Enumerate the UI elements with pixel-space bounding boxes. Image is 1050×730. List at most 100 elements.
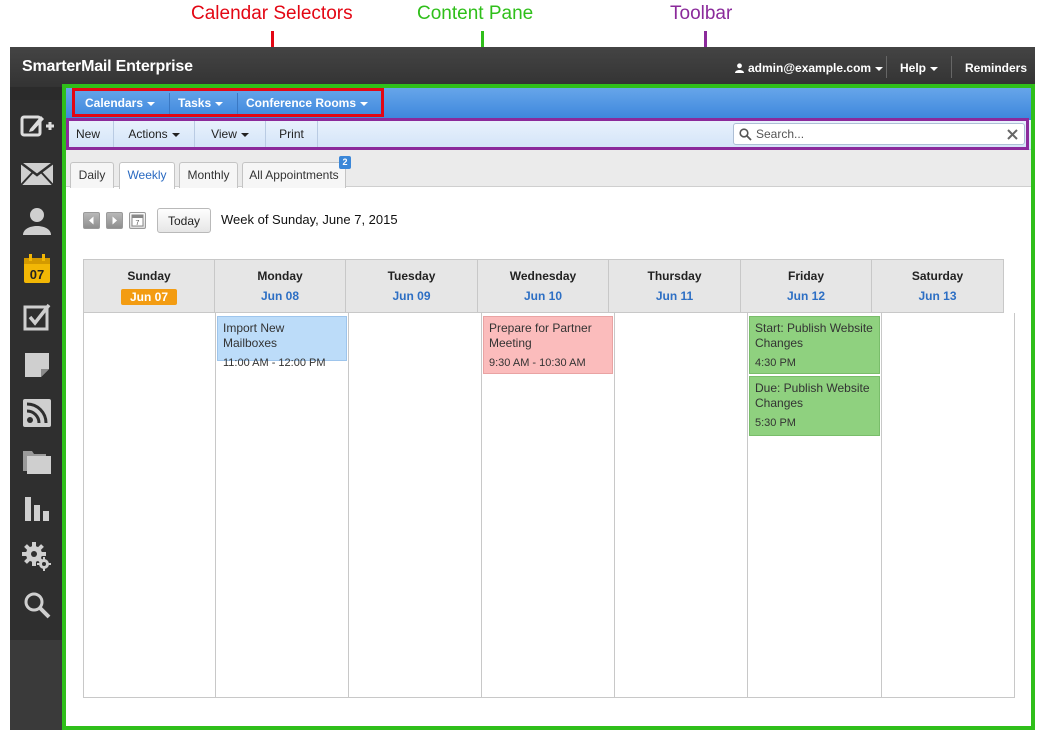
mini-calendar-day: 7 [136,220,140,227]
chevron-down-icon [215,101,224,106]
contacts-icon[interactable] [20,204,54,238]
calendars-selector[interactable]: Calendars [85,96,156,110]
day-name: Wednesday [509,269,577,283]
appointment-start-publish-website-changes[interactable]: Start: Publish Website Changes 4:30 PM [749,316,880,374]
appointment-time: 5:30 PM [755,417,796,429]
search-box[interactable] [733,123,1025,145]
day-date: Jun 09 [392,289,431,303]
reports-icon[interactable] [20,492,54,526]
help-menu-label: Help [900,61,927,75]
mini-calendar-button[interactable]: 7 [129,212,146,229]
tab-all-appointments[interactable]: All Appointments [242,162,346,188]
appointment-due-publish-website-changes[interactable]: Due: Publish Website Changes 5:30 PM [749,376,880,436]
print-button[interactable]: Print [266,120,318,149]
top-bar: SmarterMail Enterprise admin@example.com… [10,47,1035,87]
search-icon [739,128,752,141]
tab-weekly[interactable]: Weekly [119,162,175,189]
week-grid: Import New Mailboxes 11:00 AM - 12:00 PM… [83,313,1015,698]
day-date: Jun 08 [260,289,299,303]
day-date: Jun 11 [655,289,694,303]
close-icon[interactable] [1007,129,1018,140]
rail-footer [10,640,63,730]
help-menu[interactable]: Help [900,61,939,75]
chevron-left-icon [89,216,94,225]
search-input[interactable] [756,126,996,142]
calendar-selectors-annotation: Calendar Selectors [191,3,353,24]
day-date-today: Jun 07 [120,289,177,305]
new-button[interactable]: New [63,120,114,149]
day-header-wednesday[interactable]: Wednesday Jun 10 [478,260,609,312]
view-menu-label: View [211,127,237,141]
day-column-tuesday[interactable] [349,313,482,697]
mail-icon[interactable] [20,157,54,191]
divider [237,93,238,115]
divider [886,56,887,78]
user-menu[interactable]: admin@example.com [735,61,884,75]
chevron-down-icon [930,66,939,71]
day-name: Monday [257,269,303,283]
view-menu[interactable]: View [195,120,266,149]
week-header: Sunday Jun 07 Monday Jun 08 Tuesday Jun … [83,259,1004,313]
user-icon [735,63,744,73]
tab-monthly[interactable]: Monthly [179,162,238,188]
reminders-link[interactable]: Reminders [965,61,1028,75]
day-column-sunday[interactable] [84,313,216,697]
next-week-button[interactable] [106,212,123,229]
content-pane-annotation: Content Pane [417,3,534,24]
day-column-thursday[interactable] [615,313,748,697]
toolbar-annotation: Toolbar [670,3,733,24]
day-date: Jun 13 [918,289,957,303]
day-name: Sunday [127,269,171,283]
actions-menu[interactable]: Actions [114,120,195,149]
day-column-monday[interactable]: Import New Mailboxes 11:00 AM - 12:00 PM [216,313,349,697]
day-header-monday[interactable]: Monday Jun 08 [215,260,346,312]
app-title: SmarterMail Enterprise [22,58,193,75]
tasks-selector[interactable]: Tasks [178,96,224,110]
actions-menu-label: Actions [128,127,168,141]
chevron-down-icon [147,101,156,106]
chevron-right-icon [112,216,117,225]
appointment-title: Due: Publish Website Changes [755,381,870,410]
view-tabs: Daily Weekly Monthly All Appointments 2 [63,150,1035,189]
appointment-import-new-mailboxes[interactable]: Import New Mailboxes 11:00 AM - 12:00 PM [217,316,347,369]
day-header-thursday[interactable]: Thursday Jun 11 [609,260,741,312]
chevron-down-icon [240,132,249,137]
compose-icon[interactable] [20,109,54,143]
files-icon[interactable] [20,444,54,478]
day-name: Saturday [911,269,964,283]
day-header-sunday[interactable]: Sunday Jun 07 [84,260,215,312]
day-column-friday[interactable]: Start: Publish Website Changes 4:30 PM D… [748,313,882,697]
day-name: Tuesday [387,269,436,283]
chevron-down-icon [171,132,180,137]
day-date: Jun 10 [523,289,562,303]
settings-icon[interactable] [20,540,54,574]
day-header-saturday[interactable]: Saturday Jun 13 [872,260,1003,312]
appointment-time: 4:30 PM [755,357,796,369]
day-header-tuesday[interactable]: Tuesday Jun 09 [346,260,478,312]
week-label: Week of Sunday, June 7, 2015 [221,212,398,227]
calendar-icon: 7 [131,214,144,227]
today-button[interactable]: Today [157,208,211,233]
user-menu-label: admin@example.com [748,61,872,75]
tab-daily[interactable]: Daily [70,162,114,188]
calendar-icon[interactable]: 07 [20,252,54,286]
conference-rooms-selector[interactable]: Conference Rooms [246,96,369,110]
rss-icon[interactable] [20,396,54,430]
search-icon[interactable] [20,588,54,622]
divider [951,56,952,78]
previous-week-button[interactable] [83,212,100,229]
tasks-icon[interactable] [20,300,54,334]
content-pane: Calendars Tasks Conference Rooms New Act… [63,87,1035,730]
day-column-saturday[interactable] [882,313,1015,697]
appointment-prepare-for-partner-meeting[interactable]: Prepare for Partner Meeting 9:30 AM - 10… [483,316,613,374]
divider [169,93,170,115]
day-header-friday[interactable]: Friday Jun 12 [741,260,872,312]
notes-icon[interactable] [20,348,54,382]
conference-rooms-selector-label: Conference Rooms [246,96,357,110]
count-badge: 2 [339,156,351,169]
day-column-wednesday[interactable]: Prepare for Partner Meeting 9:30 AM - 10… [482,313,615,697]
calendar-icon-day: 07 [30,267,44,282]
calendar-selector-bar: Calendars Tasks Conference Rooms [63,87,1035,120]
appointment-title: Import New Mailboxes [223,321,285,350]
